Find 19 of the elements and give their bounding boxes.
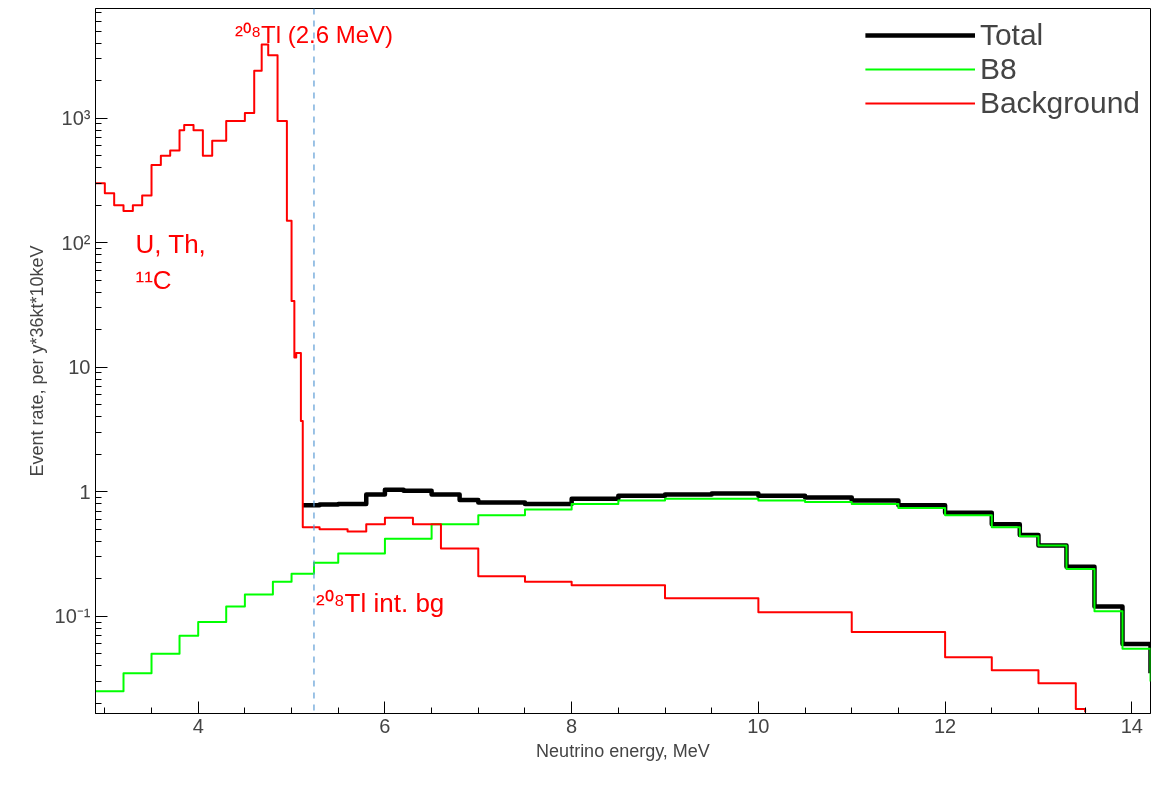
- x-tick-label: 14: [1120, 714, 1143, 737]
- x-tick-label: 6: [379, 714, 391, 737]
- legend-label: Total: [979, 18, 1044, 52]
- legend-label: Background: [979, 86, 1140, 120]
- y-axis-title: Event rate, per y*36kt*10keV: [26, 245, 47, 477]
- y-tick-label: 1: [79, 480, 91, 503]
- x-axis-title: Neutrino energy, MeV: [536, 740, 710, 761]
- x-tick-label: 8: [566, 714, 578, 737]
- y-tick-label: 10²: [61, 231, 91, 254]
- x-tick-label: 10: [747, 714, 770, 737]
- legend-label: B8: [979, 52, 1017, 86]
- ref-line-label: ²⁰⁸Tl (2.6 MeV): [234, 20, 394, 48]
- x-tick-label: 12: [933, 714, 957, 737]
- y-tick-label: 10: [68, 356, 91, 379]
- annotation: U, Th, ¹¹C: [135, 228, 206, 295]
- y-tick-label: 10⁻¹: [54, 605, 91, 628]
- x-tick-label: 4: [192, 714, 204, 737]
- annotation: ²⁰⁸Tl int. bg: [315, 587, 445, 618]
- y-tick-label: 10³: [61, 107, 91, 130]
